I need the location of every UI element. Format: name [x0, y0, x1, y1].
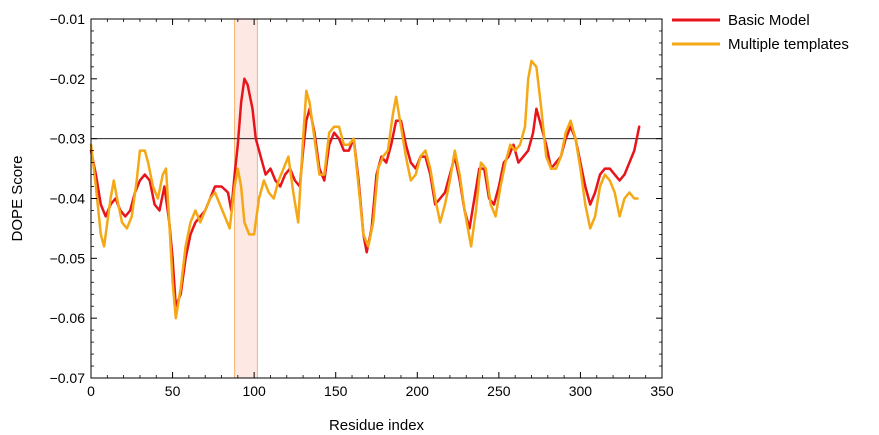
x-tick-label: 150 [324, 383, 348, 399]
series-line-multiple-templates [89, 59, 639, 320]
highlight-region [234, 18, 258, 379]
legend-box [668, 2, 876, 58]
x-tick-label: 0 [87, 383, 95, 399]
y-tick-label: −0.07 [50, 370, 86, 386]
y-tick-label: −0.02 [50, 71, 86, 87]
y-axis-label: DOPE Score [9, 156, 26, 242]
y-tick-label: −0.06 [50, 310, 86, 326]
x-tick-label: 100 [242, 383, 266, 399]
y-tick-label: −0.01 [50, 11, 86, 27]
legend-label-multiple-templates: Multiple templates [728, 36, 849, 53]
x-axis-label: Residue index [329, 417, 425, 434]
legend: Basic Model Multiple templates [668, 2, 876, 58]
y-tick-label: −0.04 [50, 191, 86, 207]
y-tick-label: −0.05 [50, 250, 86, 266]
y-tick-label: −0.03 [50, 131, 86, 147]
legend-label-basic-model: Basic Model [728, 12, 810, 29]
x-tick-label: 350 [650, 383, 674, 399]
x-tick-label: 300 [569, 383, 593, 399]
x-tick-label: 200 [406, 383, 430, 399]
x-tick-label: 50 [165, 383, 181, 399]
x-tick-label: 250 [487, 383, 511, 399]
